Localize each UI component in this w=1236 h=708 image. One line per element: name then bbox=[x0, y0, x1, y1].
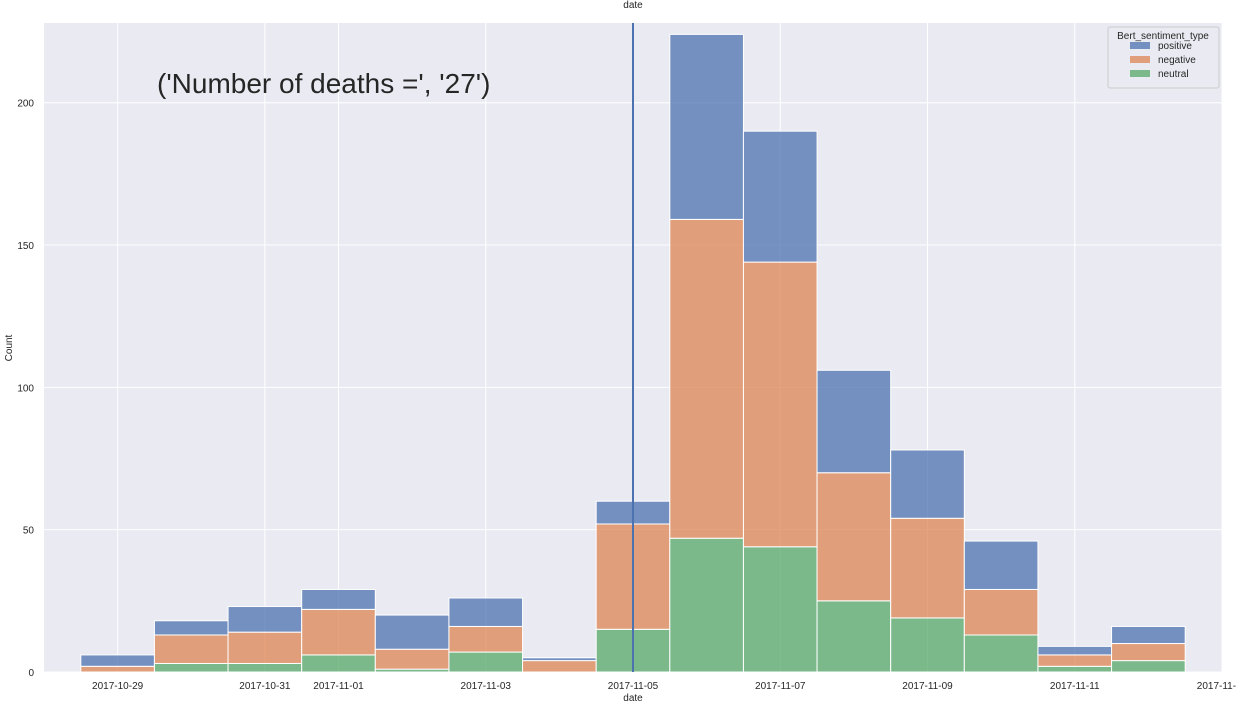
bar-negative bbox=[963, 588, 1039, 636]
bar-positive bbox=[301, 588, 376, 610]
bar-neutral bbox=[448, 651, 524, 673]
bar-neutral bbox=[669, 537, 744, 673]
legend-title: Bert_sentiment_type bbox=[1117, 31, 1209, 42]
bar-neutral bbox=[963, 634, 1039, 673]
bar-positive bbox=[1111, 625, 1186, 645]
y-tick-label: 50 bbox=[23, 526, 35, 537]
bar-negative bbox=[227, 631, 303, 664]
x-tick-label: 2017-11-13 bbox=[1197, 681, 1236, 692]
x-tick-label: 2017-11-07 bbox=[755, 681, 806, 692]
bar-negative bbox=[890, 517, 965, 619]
bar-negative bbox=[374, 648, 450, 670]
bar-positive bbox=[80, 654, 155, 667]
bar-neutral bbox=[816, 600, 892, 673]
bar-positive bbox=[816, 369, 892, 474]
y-tick-label: 0 bbox=[28, 668, 34, 679]
deaths-annotation: ('Number of deaths =', '27') bbox=[157, 68, 490, 99]
bar-negative bbox=[522, 660, 597, 673]
bar-negative bbox=[301, 608, 376, 656]
legend-label-negative: negative bbox=[1158, 55, 1196, 66]
y-axis-label: Count bbox=[4, 334, 15, 361]
bar-negative bbox=[153, 634, 229, 664]
bar-positive bbox=[227, 606, 303, 633]
x-tick-label: 2017-11-03 bbox=[461, 681, 512, 692]
legend-swatch-neutral bbox=[1130, 70, 1150, 77]
x-tick-label: 2017-10-31 bbox=[239, 681, 291, 692]
x-axis-label: date bbox=[623, 693, 643, 704]
bar-neutral bbox=[742, 546, 818, 673]
x-tick-label: 2017-11-11 bbox=[1050, 681, 1100, 692]
bar-positive bbox=[742, 130, 818, 263]
bar-positive bbox=[963, 540, 1039, 590]
bar-positive bbox=[890, 449, 965, 519]
y-tick-label: 200 bbox=[17, 99, 34, 110]
ticks-layer: 0 50 100 150 200 2017-10-29 2017-10-31 2017-11-… bbox=[17, 99, 1236, 692]
legend-label-neutral: neutral bbox=[1158, 69, 1189, 80]
bars-layer bbox=[80, 33, 1186, 673]
bar-negative bbox=[742, 261, 818, 548]
chart-title: date bbox=[623, 0, 643, 11]
bar-negative bbox=[448, 625, 524, 653]
x-tick-label: 2017-10-29 bbox=[92, 681, 144, 692]
x-tick-label: 2017-11-09 bbox=[902, 681, 953, 692]
legend-swatch-positive bbox=[1130, 42, 1150, 49]
bar-neutral bbox=[227, 662, 303, 673]
bar-positive bbox=[448, 597, 524, 627]
y-tick-label: 150 bbox=[17, 241, 34, 252]
bar-neutral bbox=[153, 662, 229, 673]
y-tick-label: 100 bbox=[17, 383, 34, 394]
bar-positive bbox=[1037, 645, 1113, 656]
bar-positive bbox=[374, 614, 450, 650]
x-tick-label: 2017-11-05 bbox=[608, 681, 659, 692]
legend-entries: positive negative neutral bbox=[1130, 41, 1196, 80]
bar-negative bbox=[1037, 654, 1113, 667]
legend-label-positive: positive bbox=[1158, 41, 1192, 52]
bar-positive bbox=[153, 620, 229, 636]
legend: Bert_sentiment_type positive negative neut… bbox=[1107, 26, 1220, 89]
bar-negative bbox=[816, 472, 892, 602]
bar-neutral bbox=[890, 617, 965, 673]
bar-positive bbox=[669, 33, 744, 220]
bar-neutral bbox=[301, 654, 376, 673]
bar-neutral bbox=[1111, 660, 1186, 673]
legend-swatch-negative bbox=[1130, 56, 1150, 63]
bar-negative bbox=[1111, 643, 1186, 662]
bar-negative bbox=[80, 665, 155, 673]
bar-positive bbox=[522, 657, 597, 662]
x-tick-label: 2017-11-01 bbox=[313, 681, 364, 692]
bar-neutral bbox=[1037, 665, 1113, 673]
bar-negative bbox=[669, 218, 744, 539]
